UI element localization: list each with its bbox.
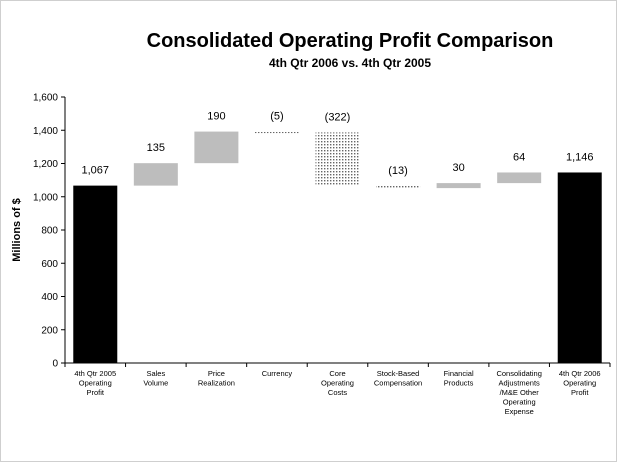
y-tick-label: 200: [41, 325, 58, 336]
x-category-label: Operating: [563, 379, 596, 388]
x-category-label: Sales: [146, 369, 165, 378]
bar-decrease: [376, 185, 421, 189]
bar-increase: [436, 183, 481, 189]
bar-decrease: [315, 132, 360, 186]
bar-value-label: 135: [147, 142, 165, 154]
x-category-label: Expense: [505, 407, 534, 416]
x-category-label: Profit: [87, 388, 105, 397]
x-category-label: /M&E Other: [500, 388, 540, 397]
x-category-label: Price: [208, 369, 225, 378]
x-category-label: Operating: [503, 398, 536, 407]
x-category-label: Core: [329, 369, 345, 378]
bar-increase: [194, 131, 239, 164]
x-category-label: Operating: [321, 379, 354, 388]
x-category-label: Operating: [79, 379, 112, 388]
x-category-label: Profit: [571, 388, 589, 397]
bar-increase: [133, 163, 178, 186]
x-category-label: 4th Qtr 2005: [74, 369, 116, 378]
y-tick-label: 1,600: [33, 93, 58, 104]
bar-total: [73, 185, 118, 363]
y-tick-label: 600: [41, 259, 58, 270]
bar-total: [557, 172, 602, 363]
bar-value-label: (5): [270, 111, 283, 123]
bar-value-label: 64: [513, 151, 525, 163]
bar-value-label: 1,146: [566, 151, 594, 163]
chart-title: Consolidated Operating Profit Comparison: [146, 30, 554, 52]
x-category-label: Currency: [262, 369, 293, 378]
bar-value-label: 30: [452, 162, 464, 174]
x-category-label: Financial: [444, 369, 474, 378]
y-axis-title: Millions of $: [11, 198, 23, 262]
x-category-label: Stock-Based: [377, 369, 420, 378]
y-tick-label: 0: [52, 359, 58, 370]
bar-value-label: (322): [325, 111, 351, 123]
x-category-label: Adjustments: [499, 379, 541, 388]
x-category-label: 4th Qtr 2006: [559, 369, 601, 378]
bar-value-label: 190: [207, 111, 225, 123]
x-category-label: Volume: [143, 379, 168, 388]
y-tick-label: 400: [41, 292, 58, 303]
bar-value-label: 1,067: [82, 165, 110, 177]
bar-value-label: (13): [388, 165, 408, 177]
x-category-label: Compensation: [374, 379, 422, 388]
x-category-label: Consolidating: [496, 369, 541, 378]
x-category-label: Costs: [328, 388, 347, 397]
y-tick-label: 1,400: [33, 126, 58, 137]
x-category-label: Realization: [198, 379, 235, 388]
y-tick-label: 1,000: [33, 192, 58, 203]
bar-increase: [497, 172, 542, 184]
bar-decrease: [254, 131, 299, 134]
y-tick-label: 1,200: [33, 159, 58, 170]
chart-subtitle: 4th Qtr 2006 vs. 4th Qtr 2005: [268, 56, 432, 70]
y-tick-label: 800: [41, 226, 58, 237]
x-category-label: Products: [444, 379, 474, 388]
